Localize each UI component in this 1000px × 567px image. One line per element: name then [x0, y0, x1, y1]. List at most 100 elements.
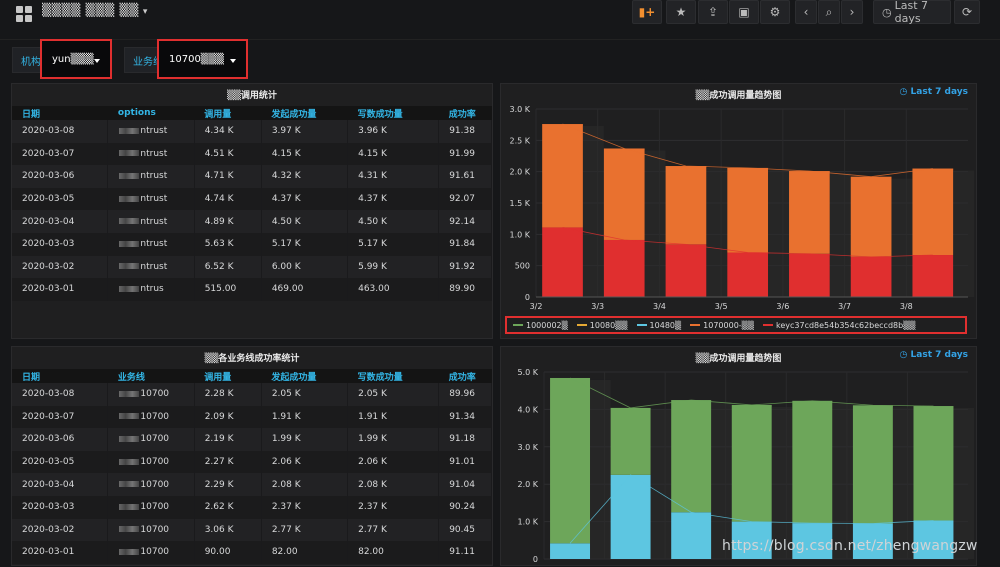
legend-item[interactable]: 10080▒▒ [576, 321, 628, 330]
bar[interactable] [610, 474, 651, 559]
settings-button[interactable]: ⚙ [760, 0, 790, 24]
bar[interactable] [913, 520, 954, 559]
bar[interactable] [542, 124, 583, 228]
table-cell: 90.45 [438, 518, 492, 542]
star-button[interactable]: ★ [666, 0, 696, 24]
bar-gap [829, 173, 851, 297]
table-row: 2020-03-07 ntrust 4.51 K 4.15 K 4.15 K 91.99 [12, 142, 492, 166]
column-header[interactable]: 写数成功量 [347, 106, 439, 120]
bar[interactable] [550, 543, 591, 559]
table-cell: 4.31 K [347, 165, 440, 188]
bar[interactable] [727, 252, 769, 297]
time-back-button[interactable]: ‹ [795, 0, 817, 24]
bar[interactable] [850, 256, 892, 297]
panel-title[interactable]: ▒▒各业务线成功率统计 [204, 354, 300, 364]
bar[interactable] [671, 512, 712, 559]
cell-text: 4.51 K [204, 148, 234, 159]
legend-item[interactable]: 10480▒ [636, 321, 681, 330]
bar[interactable] [912, 168, 954, 256]
bar-gap [892, 407, 914, 559]
variable-select-org[interactable]: yun▒▒▒ [40, 39, 112, 79]
table-cell: 515.00 [194, 278, 262, 301]
redacted-mark [119, 503, 140, 510]
bar[interactable] [603, 148, 645, 240]
time-range-link[interactable]: ◷ Last 7 days [900, 350, 968, 360]
panel-title[interactable]: ▒▒调用统计 [227, 91, 277, 101]
caret-down-icon [230, 59, 236, 63]
legend-item[interactable]: 1070000-▒▒ [690, 321, 754, 330]
column-header[interactable]: 调用量 [194, 369, 262, 383]
chevron-left-icon: ‹ [803, 5, 809, 19]
table-cell: ntrust [107, 120, 195, 143]
bar[interactable] [542, 227, 583, 297]
bar[interactable] [731, 404, 772, 522]
cell-text: 2020-03-08 [22, 389, 75, 400]
time-range-link[interactable]: ◷ Last 7 days [900, 87, 968, 97]
table-cell: 92.07 [438, 187, 492, 211]
bar[interactable] [850, 176, 892, 257]
bar[interactable] [792, 400, 833, 524]
column-header[interactable]: 成功率 [438, 369, 492, 383]
panel-title[interactable]: ▒▒成功调用量趋势图 [695, 91, 782, 101]
table-cell: 2020-03-08 [12, 120, 109, 143]
table-cell: 2020-03-04 [12, 210, 109, 233]
variable-select-businessline[interactable]: 10700▒▒▒ [157, 39, 248, 79]
bar[interactable] [913, 406, 954, 521]
table-cell: 2020-03-07 [12, 142, 109, 166]
zoom-out-button[interactable]: ⌕ [818, 0, 840, 24]
bar[interactable] [665, 166, 707, 245]
bar[interactable] [792, 523, 833, 559]
column-header[interactable]: 业务线 [107, 369, 195, 383]
save-button[interactable]: ▣ [729, 0, 759, 24]
bar-chart-1: 0 500 1.0 K 1.5 K 2.0 K 2.5 K 3.0 K 3/2 3/3 3/4 3/… [509, 105, 975, 311]
bar[interactable] [550, 377, 591, 544]
bar[interactable] [852, 405, 893, 524]
cell-text: 89.96 [449, 389, 475, 400]
chart-panel-1: ▒▒成功调用量趋势图 ◷ Last 7 days 0 500 1.0 K 1.5 K 2… [500, 83, 977, 339]
column-header[interactable]: 日期 [12, 369, 108, 383]
bar-gap [891, 178, 913, 297]
column-header[interactable]: 调用量 [194, 106, 262, 120]
bar[interactable] [912, 255, 954, 297]
bar[interactable] [852, 523, 893, 559]
column-header[interactable]: 成功率 [438, 106, 492, 120]
variable-value-businessline: 10700▒▒▒ [169, 53, 224, 65]
table-cell: 10700 [107, 383, 195, 406]
table-cell: 91.18 [438, 428, 492, 451]
table-row: 2020-03-07 10700 2.09 K 1.91 K 1.91 K 91.34 [12, 405, 492, 429]
table-cell: 2020-03-06 [12, 165, 109, 188]
table-cell: 89.90 [438, 278, 492, 301]
bar[interactable] [789, 171, 830, 254]
legend-swatch [636, 324, 647, 326]
add-panel-button[interactable]: ▮+ [632, 0, 662, 24]
table-cell: 1.91 K [347, 405, 440, 429]
column-header[interactable]: 写数成功量 [347, 369, 439, 383]
bar[interactable] [671, 400, 712, 513]
add-panel-icon: ▮+ [638, 5, 656, 19]
cell-text: 82.00 [271, 547, 298, 558]
bar[interactable] [789, 253, 830, 297]
column-header[interactable]: options [107, 106, 195, 120]
cell-text: 1.99 K [358, 434, 387, 445]
dashboard-title[interactable]: ▒▒▒▒ ▒▒▒ ▒▒ ▾ [42, 3, 148, 17]
dashboard-grid-icon[interactable] [16, 6, 32, 22]
bar-gap [711, 402, 732, 559]
time-forward-button[interactable]: › [841, 0, 863, 24]
cell-text: 2020-03-08 [22, 126, 75, 137]
share-button[interactable]: ⇪ [698, 0, 728, 24]
bar[interactable] [610, 407, 651, 475]
refresh-button[interactable]: ⟳ [954, 0, 980, 24]
column-header[interactable]: 发起成功量 [261, 369, 348, 383]
bar[interactable] [665, 244, 707, 297]
cell-text: 5.17 K [358, 239, 387, 250]
bar[interactable] [603, 239, 645, 297]
column-header[interactable]: 发起成功量 [261, 106, 348, 120]
legend-item[interactable]: keyc37cd8e54b354c62beccd8b▒▒ [762, 321, 916, 330]
bar[interactable] [731, 521, 772, 559]
panel-title[interactable]: ▒▒成功调用量趋势图 [695, 354, 782, 364]
column-header[interactable]: 日期 [12, 106, 108, 120]
time-picker-button[interactable]: ◷ Last 7 days [873, 0, 951, 25]
table-row: 2020-03-03 10700 2.62 K 2.37 K 2.37 K 90.24 [12, 495, 492, 519]
legend-item[interactable]: 1000002▒ [513, 321, 568, 330]
bar[interactable] [727, 167, 769, 253]
